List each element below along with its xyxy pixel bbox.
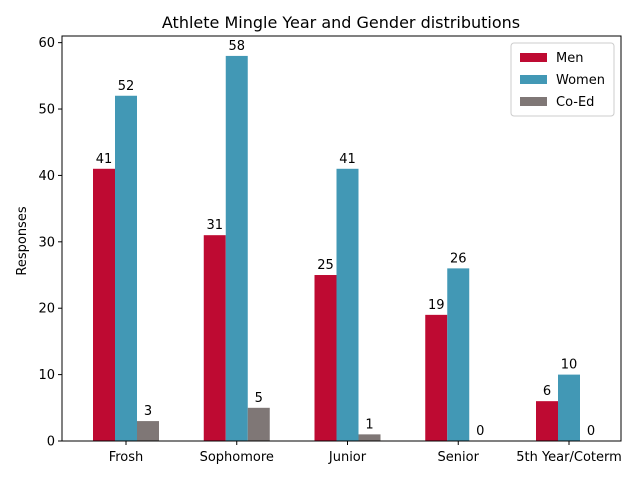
bar-men [425,314,448,441]
bar-men [314,275,337,441]
x-tick-label: Junior [328,450,367,465]
bar-men [536,401,558,441]
data-label: 3 [144,404,152,419]
legend: Men Women Co-Ed [510,42,615,117]
data-label: 6 [543,384,551,399]
data-label: 41 [339,152,356,167]
bar-women [447,268,470,441]
plot-area: 010203040506041523Frosh31585Sophomore254… [38,36,621,465]
legend-swatch [520,75,547,84]
x-tick-label: Sophomore [200,450,274,465]
bar-women [225,55,248,442]
data-label: 41 [96,152,113,167]
bar-co-ed [358,434,381,441]
y-tick-label: 10 [38,368,55,383]
bar-co-ed [247,407,270,441]
y-tick-label: 40 [38,169,55,184]
data-label: 0 [587,424,595,439]
data-label: 10 [561,358,578,373]
bar-men [203,235,226,441]
data-label: 52 [118,79,135,94]
data-label: 58 [228,39,245,54]
x-tick-label: 5th Year/Coterm [516,450,622,465]
legend-swatch [520,53,547,62]
chart-title: Athlete Mingle Year and Gender distribut… [162,13,520,32]
y-tick-label: 60 [38,36,55,51]
x-tick-label: Senior [438,450,480,465]
plot-frame [61,35,622,442]
legend-label: Men [556,51,583,66]
y-tick-label: 0 [47,435,55,450]
y-tick-label: 30 [38,235,55,250]
y-tick-label: 50 [38,103,55,118]
legend-label: Co-Ed [556,95,594,110]
legend-label: Women [556,73,605,88]
data-label: 19 [428,298,445,313]
y-tick-label: 20 [38,302,55,317]
data-label: 25 [317,258,334,273]
data-label: 0 [476,424,484,439]
bar-men [93,168,115,442]
data-label: 26 [450,251,467,266]
data-label: 31 [206,218,223,233]
bar-women [115,95,137,442]
data-label: 1 [365,417,373,432]
y-axis-label: Responses [15,206,30,275]
data-label: 5 [255,391,263,406]
x-tick-label: Frosh [109,450,144,465]
bar-women [558,374,580,441]
bar-women [336,168,359,442]
legend-swatch [520,97,547,106]
bar-co-ed [137,421,159,441]
